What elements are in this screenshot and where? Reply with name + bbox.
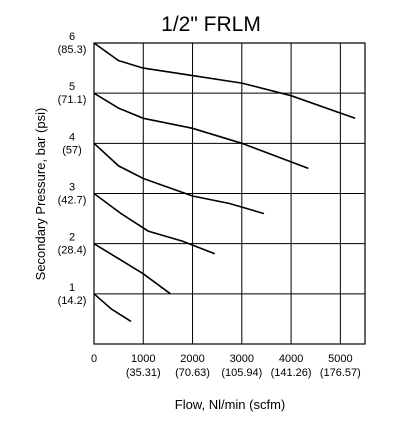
y-tick-sublabel: (28.4) [58, 245, 87, 257]
y-tick-sublabel: (57) [62, 144, 82, 156]
y-tick-label: 2 [69, 232, 75, 244]
series-line-4 [93, 142, 265, 215]
y-tick-sublabel: (42.7) [58, 195, 87, 207]
y-tick-labels: 1(14.2) 2(28.4) 3(42.7) 4(57) 5(71.1) 6(85.3) [58, 31, 87, 307]
x-tick-label: 1000 [131, 353, 155, 365]
grid-layer [94, 42, 365, 344]
y-tick-sublabel: (85.3) [58, 44, 87, 56]
y-tick-label: 1 [69, 282, 75, 294]
y-tick-label: 5 [69, 81, 75, 93]
x-tick-sublabel: (141.26) [271, 367, 312, 379]
series-line-1 [93, 293, 132, 323]
series-layer [93, 42, 356, 323]
chart-title: 1/2" FRLM [161, 13, 261, 36]
series-line-6 [93, 42, 356, 120]
y-tick-label: 3 [69, 182, 75, 194]
series-line-5 [93, 92, 309, 170]
x-tick-sublabel: (70.63) [175, 367, 210, 379]
x-tick-label: 5000 [328, 353, 352, 365]
y-tick-sublabel: (71.1) [58, 94, 87, 106]
series-line-2 [93, 243, 171, 295]
x-tick-sublabel: (176.57) [320, 367, 361, 379]
x-tick-label: 0 [91, 353, 97, 365]
x-tick-labels: 0 1000 (35.31) 2000 (70.63) 3000 (105.94) 4000 (… [91, 353, 361, 379]
x-tick-label: 2000 [180, 353, 204, 365]
x-tick-sublabel: (35.31) [126, 367, 161, 379]
x-tick-label: 4000 [279, 353, 303, 365]
y-axis-label: Secondary Pressure, bar (psi) [33, 108, 48, 281]
y-tick-label: 6 [69, 31, 75, 43]
y-tick-sublabel: (14.2) [58, 295, 87, 307]
x-tick-label: 3000 [230, 353, 254, 365]
x-axis-label: Flow, Nl/min (scfm) [175, 397, 286, 412]
series-line-3 [93, 192, 215, 255]
x-tick-sublabel: (105.94) [221, 367, 262, 379]
y-tick-label: 4 [69, 131, 75, 143]
